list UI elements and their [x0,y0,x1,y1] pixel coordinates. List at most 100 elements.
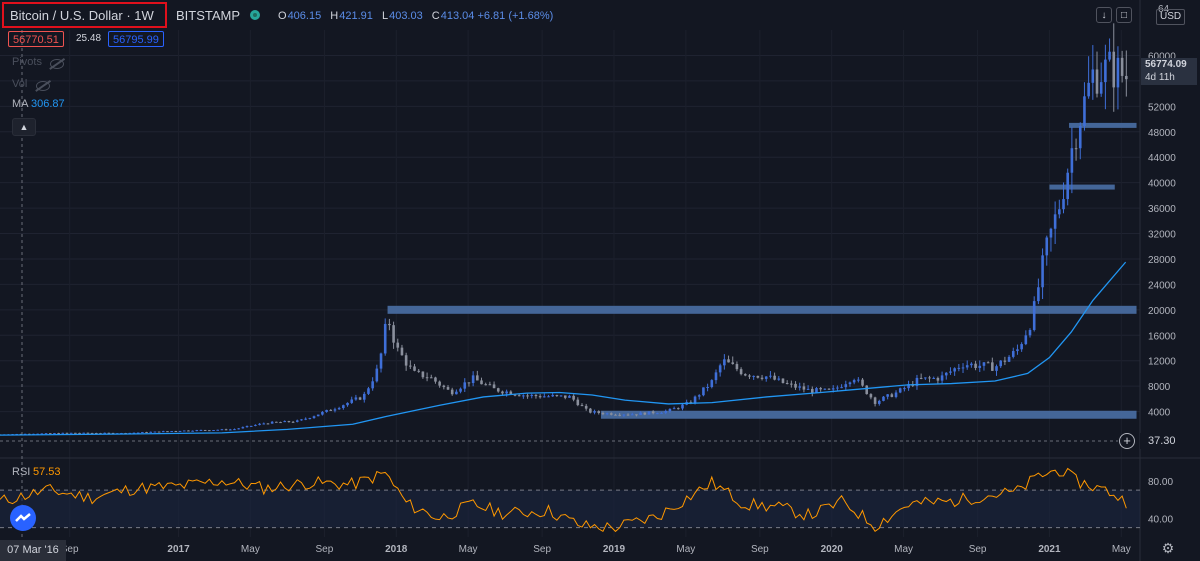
candle-body [446,387,450,390]
candle-body [614,414,617,416]
price-tick-label: 16000 [1148,331,1176,342]
currency-selector[interactable]: USD [1156,9,1186,25]
fullscreen-icon[interactable]: □ [1116,7,1132,23]
time-tick-label: 2020 [821,544,844,555]
chevron-up-icon[interactable]: ▲ [12,118,36,136]
candle-body [476,375,479,381]
candle-body [484,384,487,386]
spread-value: 25.48 [76,33,102,44]
candle-body [651,411,655,414]
candle-body [773,375,776,380]
last-price-label: 56774.09 4d 11h [1141,58,1197,85]
buy-price-button[interactable]: 56795.99 [108,31,164,47]
candle-body [543,396,546,398]
candle-body [522,395,525,397]
candle-body [40,433,44,435]
price-tick-label: 12000 [1148,357,1176,368]
candle-body [74,432,77,434]
price-tick-label: 44000 [1148,153,1176,164]
candle-body [69,432,73,434]
price-tick-label: 28000 [1148,255,1176,266]
exchange-label: BITSTAMP [176,8,241,23]
eye-hidden-icon[interactable] [36,81,50,91]
candle-body [145,432,148,434]
candle-body [279,422,282,424]
ma-legend-label[interactable]: MA [12,98,29,110]
candle-body [777,378,781,380]
candle-body [1099,82,1103,94]
candle-body [262,423,266,425]
candle-body [249,425,253,427]
time-tick-label: Sep [969,544,987,555]
time-tick-label: 2018 [385,544,408,555]
candle-body [974,363,977,368]
candle-body [714,372,718,381]
candle-body [107,432,111,434]
tradingview-logo-icon[interactable] [10,505,36,531]
candle-body [425,377,429,379]
add-plus-icon[interactable]: + [1119,433,1135,449]
candle-body [940,375,944,381]
candle-body [480,380,483,385]
download-icon[interactable]: ↓ [1096,7,1112,23]
candle-body [903,388,906,390]
candle-body [396,342,400,348]
candle-body [928,377,931,379]
candle-body [312,416,316,419]
gear-icon[interactable]: ⚙ [1161,540,1175,556]
candle-body [1020,344,1023,350]
candle-body [840,387,843,389]
candle-body [790,383,793,385]
candle-body [668,408,672,411]
candle-body [693,396,697,404]
candle-body [212,430,215,432]
candle-body [300,419,303,421]
candle-body [836,387,839,389]
symbol-title[interactable]: Bitcoin / U.S. Dollar · 1W [10,8,154,23]
candle-body [111,432,115,434]
candle-body [823,388,827,390]
candle-body [496,388,500,392]
candle-body [178,430,182,432]
pivots-legend[interactable]: Pivots [12,56,42,68]
candle-body [643,412,647,415]
volume-legend[interactable]: Vol [12,78,27,90]
eye-hidden-icon[interactable] [50,59,64,69]
price-tick-label: 32000 [1148,230,1176,241]
candle-body [354,397,358,400]
sell-price-button[interactable]: 56770.51 [8,31,64,47]
candle-body [208,430,211,432]
candle-body [325,409,328,412]
candle-body [953,368,956,372]
candle-body [333,409,337,411]
candle-body [304,418,307,420]
candle-body [275,421,278,423]
candle-body [530,394,534,396]
candle-body [371,381,374,389]
candle-body [635,414,638,416]
candle-body [986,362,990,364]
candle-body [492,384,496,389]
candle-body [90,432,94,434]
candle-body [610,413,613,415]
ma-price-label: 37.30 [1140,433,1200,449]
candle-body [819,388,822,390]
candle-body [991,362,994,371]
candle-body [622,414,626,416]
rsi-legend-label[interactable]: RSI [12,466,31,478]
candle-body [827,388,831,390]
support-resistance-zone [1069,122,1137,128]
candle-body [1003,360,1007,362]
vol-label: Vol [12,78,28,90]
candle-body [580,405,584,407]
candle-body [618,414,621,416]
candle-body [1078,125,1082,149]
price-tick-label: 36000 [1148,204,1176,215]
candle-body [132,432,136,434]
candle-body [1011,351,1015,357]
candle-body [295,420,299,422]
candle-body [915,377,919,386]
candle-body [1104,59,1107,83]
candle-body [1091,69,1095,83]
